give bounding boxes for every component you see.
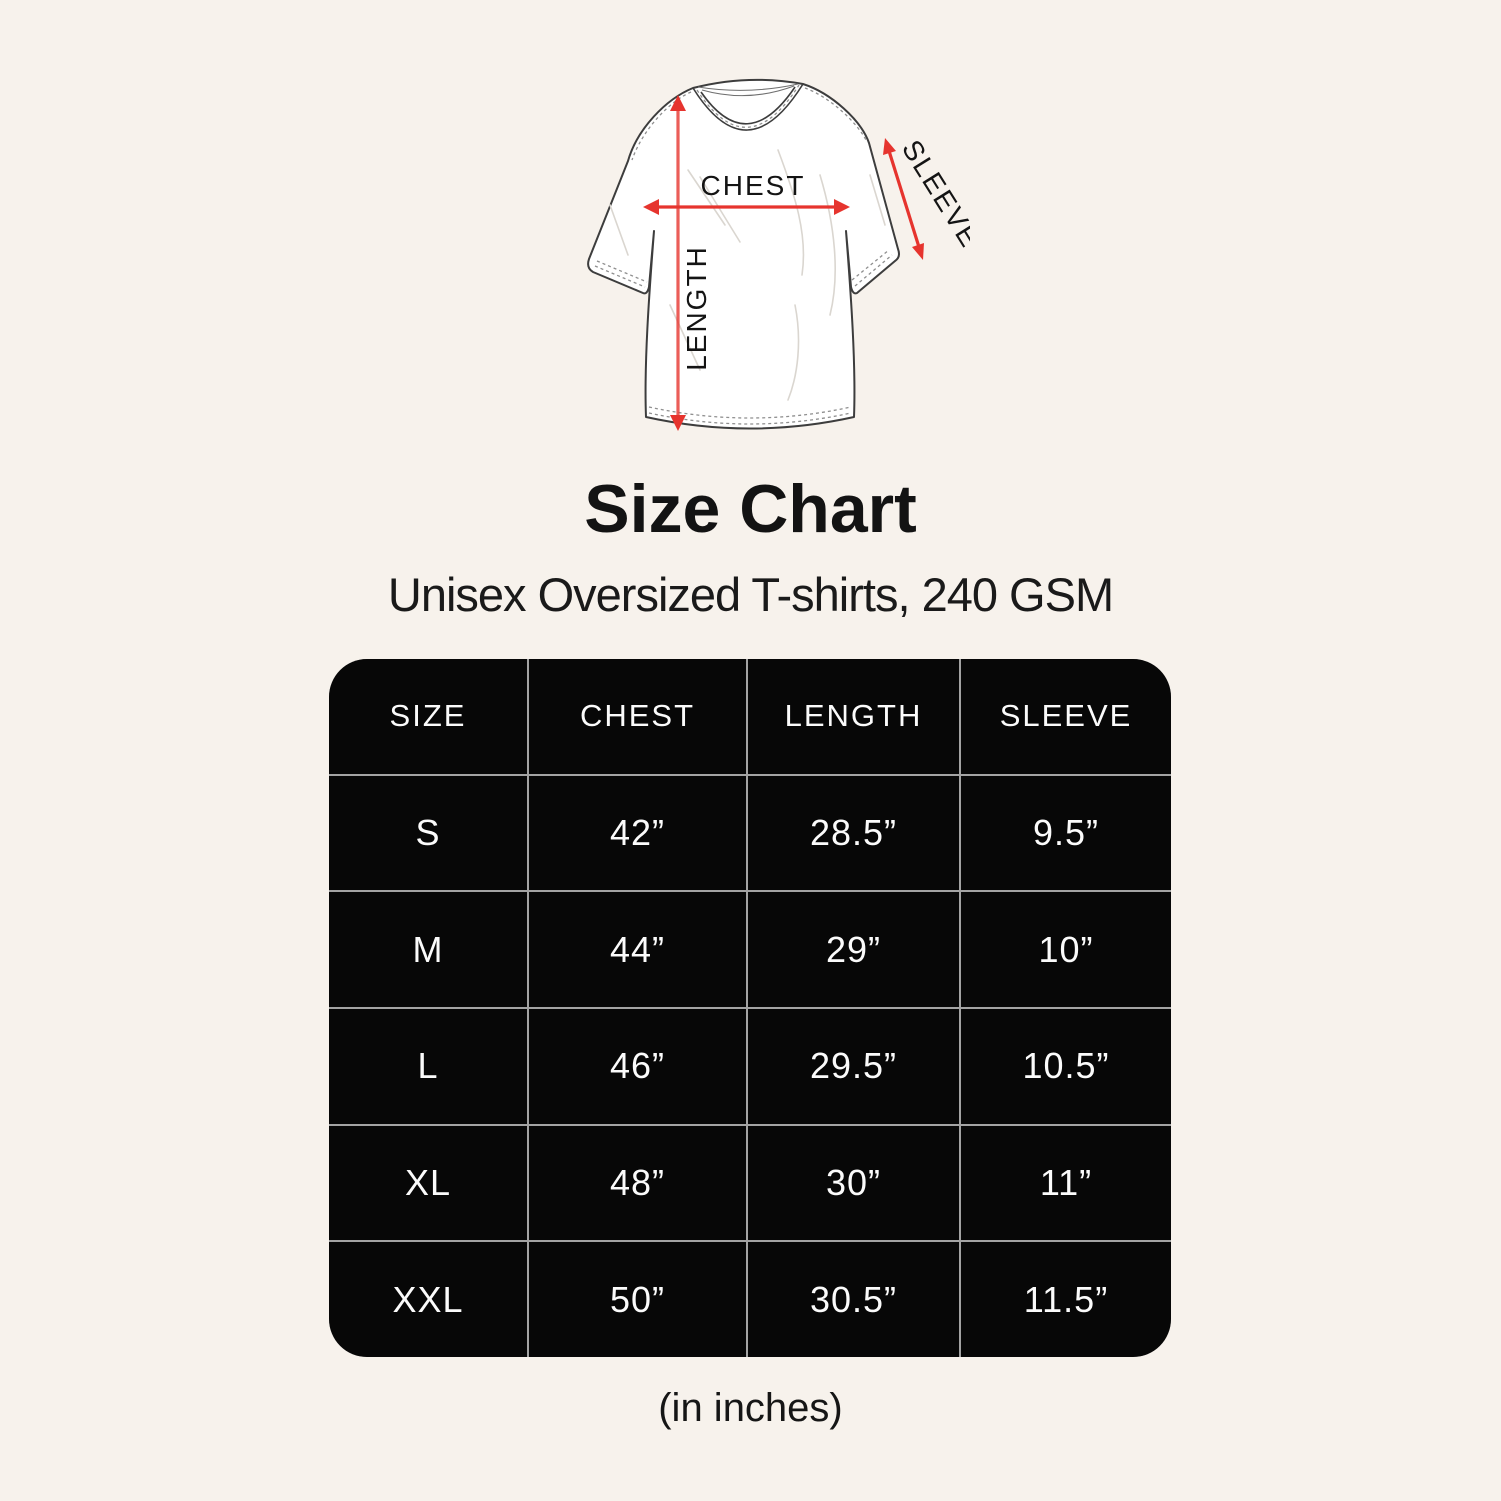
table-cell-size: M xyxy=(329,892,527,1007)
page-title: Size Chart xyxy=(584,471,917,547)
table-cell-sleeve: 10” xyxy=(961,892,1171,1007)
column-header-length: LENGTH xyxy=(748,659,959,774)
column-header-chest: CHEST xyxy=(529,659,746,774)
table-cell-sleeve: 10.5” xyxy=(961,1008,1171,1124)
table-cell-length: 29” xyxy=(748,892,959,1007)
table-cell-size: L xyxy=(329,1008,527,1124)
chest-arrow-icon xyxy=(643,199,850,215)
sleeve-arrow-icon xyxy=(883,138,924,260)
table-cell-length: 28.5” xyxy=(748,775,959,891)
tshirt-illustration: CHEST LENGTH SLEEVE xyxy=(540,55,986,470)
column-header-size: SIZE xyxy=(329,659,527,774)
collar xyxy=(692,83,804,131)
page-subtitle: Unisex Oversized T-shirts, 240 GSM xyxy=(387,568,1114,621)
table-cell-chest: 50” xyxy=(529,1242,746,1357)
table-cell-size: XXL xyxy=(329,1242,527,1357)
column-header-sleeve: SLEEVE xyxy=(961,659,1171,774)
fold-lines xyxy=(609,149,886,401)
table-cell-sleeve: 11.5” xyxy=(961,1242,1171,1357)
chest-label: CHEST xyxy=(701,170,806,201)
tshirt-outline xyxy=(587,78,900,430)
table-cell-size: XL xyxy=(329,1125,527,1241)
table-cell-length: 30.5” xyxy=(748,1242,959,1357)
length-arrow-icon xyxy=(670,95,686,431)
length-label: LENGTH xyxy=(681,245,712,371)
table-cell-sleeve: 11” xyxy=(961,1125,1171,1241)
table-cell-chest: 48” xyxy=(529,1125,746,1241)
size-table: SIZE CHEST LENGTH SLEEVE S 42” 28.5” 9.5… xyxy=(329,659,1171,1357)
sleeve-label: SLEEVE xyxy=(896,134,970,253)
tshirt-svg: CHEST LENGTH SLEEVE xyxy=(587,78,986,431)
table-cell-chest: 44” xyxy=(529,892,746,1007)
table-cell-size: S xyxy=(329,775,527,891)
table-cell-length: 29.5” xyxy=(748,1008,959,1124)
table-cell-chest: 46” xyxy=(529,1008,746,1124)
table-cell-sleeve: 9.5” xyxy=(961,775,1171,891)
table-cell-chest: 42” xyxy=(529,775,746,891)
table-cell-length: 30” xyxy=(748,1125,959,1241)
unit-note: (in inches) xyxy=(658,1386,843,1430)
